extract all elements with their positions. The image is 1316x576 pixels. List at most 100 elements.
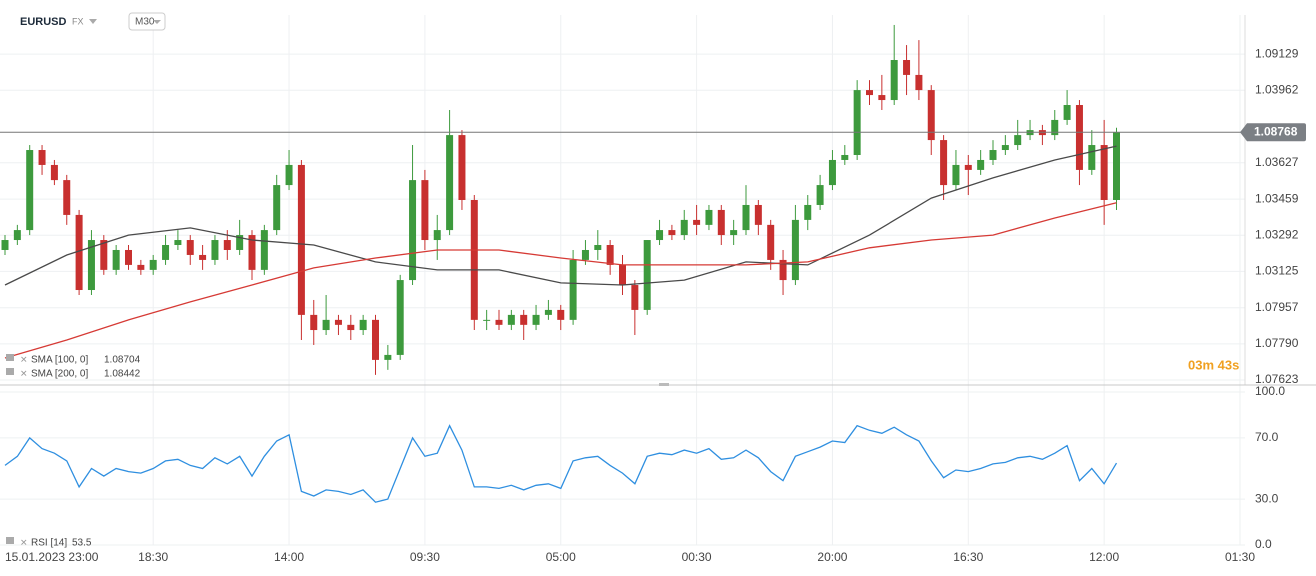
legend-icon-x[interactable]: ✕ <box>20 354 28 364</box>
candle-body <box>927 90 935 141</box>
candle-body <box>643 240 651 310</box>
rsi-tick-label: 30.0 <box>1255 491 1279 505</box>
candle-body <box>1051 119 1059 136</box>
y-tick-label: 1.03292 <box>1255 227 1299 241</box>
candle-body <box>989 150 997 160</box>
candle-body <box>322 319 330 331</box>
resize-handle[interactable] <box>659 383 669 386</box>
candle-body <box>446 135 454 231</box>
legend-icon[interactable] <box>6 354 14 361</box>
last-price-tag <box>1240 123 1306 142</box>
sma-line <box>4 145 1117 286</box>
legend-icon-x[interactable]: ✕ <box>20 368 28 378</box>
candle-body <box>458 135 466 200</box>
x-tick-label: 09:30 <box>410 550 440 564</box>
y-tick-label: 1.03962 <box>1255 82 1299 96</box>
countdown: 03m 43s <box>1188 357 1239 372</box>
x-tick-label: 16:30 <box>953 550 983 564</box>
candle-body <box>384 354 392 360</box>
x-tick-label: 18:30 <box>138 550 168 564</box>
candle-body <box>396 280 404 355</box>
candle-body <box>754 204 762 225</box>
y-tick-label: 1.07623 <box>1255 372 1299 386</box>
rsi-tick-label: 0.0 <box>1255 537 1272 551</box>
candle-body <box>680 219 688 236</box>
candle-body <box>594 245 602 250</box>
candle-body <box>977 159 985 170</box>
x-tick-label: 15.01.2023 23:00 <box>5 550 99 564</box>
candle-body <box>656 230 664 241</box>
timeframe-arrow <box>153 20 161 24</box>
legend-sma200: SMA [200, 0] <box>31 369 88 380</box>
market: FX <box>72 16 84 26</box>
candle-body <box>63 180 71 215</box>
candle-body <box>162 245 170 260</box>
legend-sma200-value: 1.08442 <box>104 369 141 380</box>
timeframe-box[interactable] <box>128 12 166 31</box>
candle-body <box>248 235 256 270</box>
candle-body <box>137 264 145 270</box>
y-tick-label: 1.09129 <box>1255 46 1299 60</box>
candle-body <box>112 249 120 270</box>
candle-body <box>174 240 182 246</box>
candle-body <box>1075 105 1083 170</box>
dropdown-arrow[interactable] <box>89 19 97 24</box>
legend-rsi: RSI [14] <box>31 538 67 549</box>
candle-body <box>1001 145 1009 151</box>
candle-body <box>495 319 503 325</box>
candle-body <box>903 60 911 75</box>
plot <box>1 24 1120 503</box>
rsi-line <box>4 424 1118 503</box>
candle-body <box>87 240 95 291</box>
candle-body <box>804 204 812 220</box>
candle-body <box>1 240 9 250</box>
candle-body <box>470 200 478 320</box>
legend-icon[interactable] <box>6 368 14 375</box>
candle-body <box>841 154 849 160</box>
candle-body <box>223 240 231 250</box>
candle-body <box>606 245 614 265</box>
candle-body <box>952 164 960 186</box>
x-tick-label: 12:00 <box>1089 550 1119 564</box>
rsi-tick-label: 100.0 <box>1255 384 1285 398</box>
candle-body <box>853 90 861 155</box>
candle-body <box>581 249 589 260</box>
candle-body <box>347 324 355 331</box>
candle-body <box>668 230 676 236</box>
symbol[interactable]: EURUSD <box>20 16 67 28</box>
candle-body <box>866 90 873 96</box>
candle-body <box>186 240 194 255</box>
candle-body <box>693 219 701 225</box>
x-tick-label: 00:30 <box>682 550 712 564</box>
candle-body <box>890 60 898 101</box>
candle-body <box>1063 105 1071 120</box>
candle-body <box>532 314 540 325</box>
candle-body <box>520 314 528 325</box>
candle-body <box>619 264 626 286</box>
x-tick-label: 05:00 <box>546 550 576 564</box>
candle-body <box>544 309 552 315</box>
y-tick-label: 1.07957 <box>1255 300 1299 314</box>
candle-body <box>1014 135 1022 146</box>
y-tick-label: 1.07790 <box>1255 336 1299 350</box>
candle-body <box>273 185 281 231</box>
candle-body <box>260 230 268 270</box>
candle-body <box>730 230 738 236</box>
last-price-label: 1.08768 <box>1254 124 1298 138</box>
candle-body <box>631 285 639 310</box>
legend-icon[interactable] <box>6 537 14 544</box>
candle-body <box>433 230 441 241</box>
candle-body <box>372 319 379 360</box>
x-tick-label: 20:00 <box>817 550 847 564</box>
candle-body <box>557 309 565 320</box>
candle-body <box>507 314 515 325</box>
candle-body <box>75 214 83 291</box>
candle-body <box>940 140 948 186</box>
legend-icon-x[interactable]: ✕ <box>20 537 28 547</box>
candle-body <box>915 74 923 91</box>
legend-sma100: SMA [100, 0] <box>31 355 88 366</box>
candle-body <box>38 150 46 165</box>
candle-body <box>779 259 787 281</box>
timeframe: M30 <box>135 17 155 28</box>
